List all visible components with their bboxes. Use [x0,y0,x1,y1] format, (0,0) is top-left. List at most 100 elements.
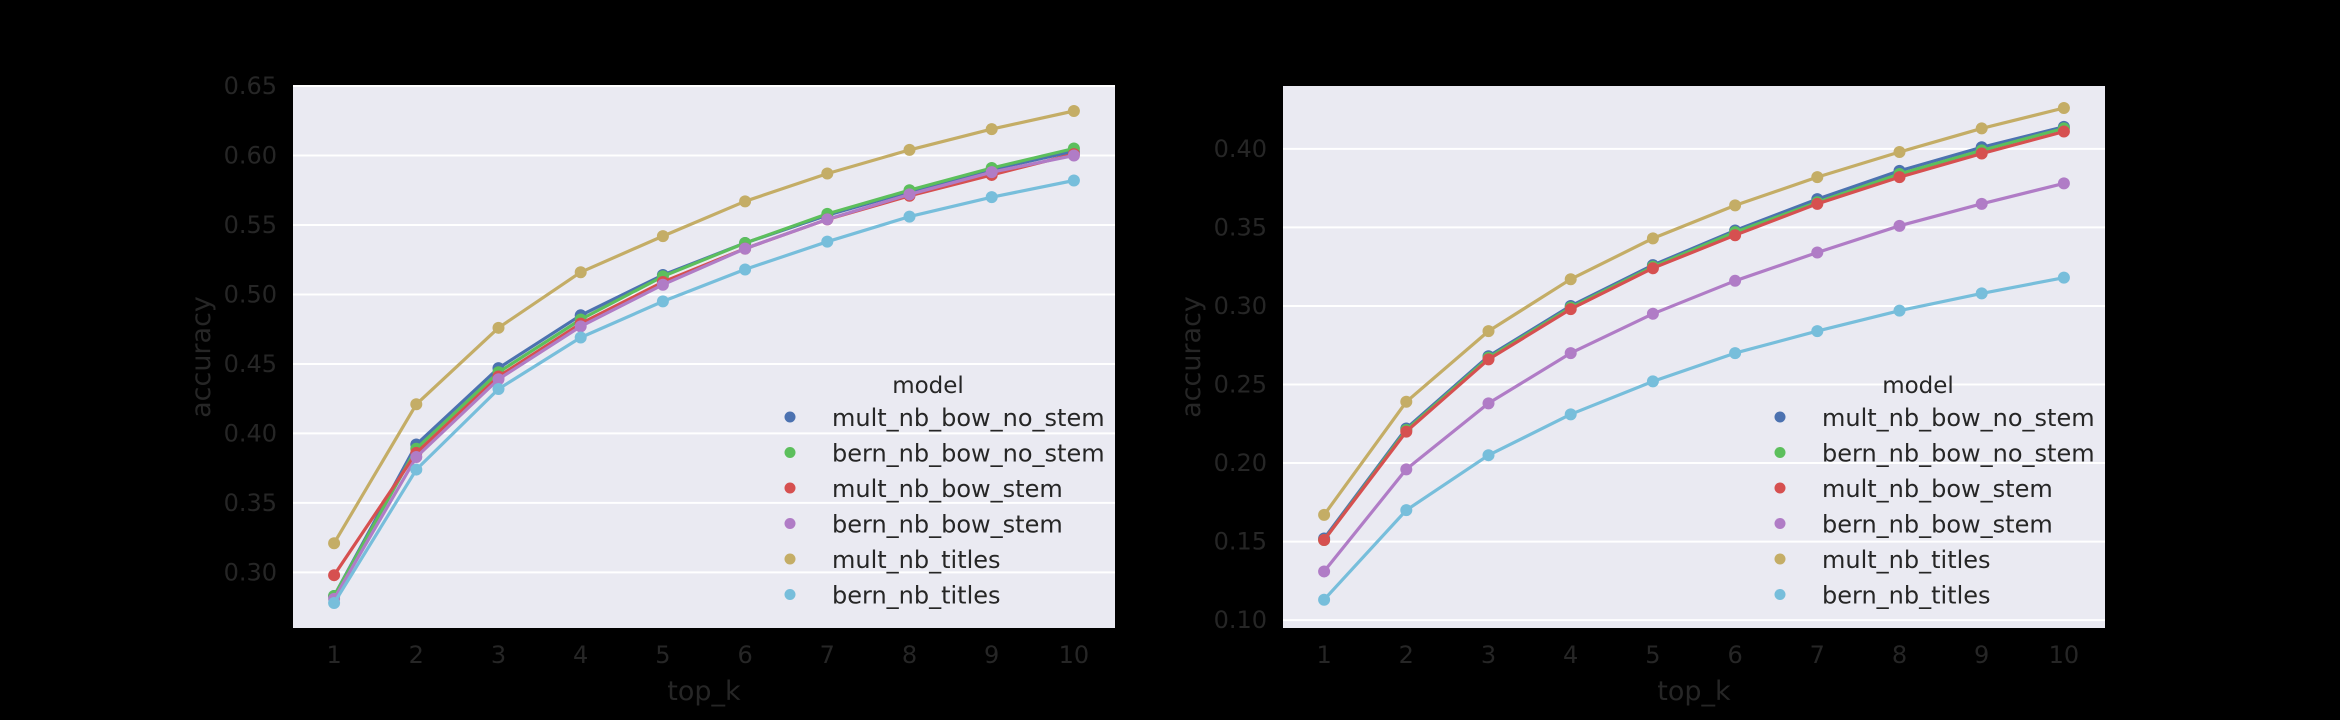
data-point [574,320,587,333]
y-tick-label: 0.15 [1214,528,1267,556]
data-point [656,230,669,243]
data-point [410,463,423,476]
data-point [328,537,341,550]
data-point [1318,565,1331,578]
data-point [1067,105,1080,118]
legend: model mult_nb_bow_no_stem bern_nb_bow_no_s… [784,373,1105,610]
x-tick-label: 7 [820,641,835,669]
x-tick-label: 7 [1810,641,1825,669]
y-tick-label: 0.65 [224,72,277,100]
legend-marker [1774,518,1786,529]
series-mult_nb_bow_stem [1318,125,2070,547]
series-bern_nb_bow_stem [1318,177,2070,578]
legend-marker [784,411,796,423]
data-point [739,195,752,208]
series-line [332,109,1075,545]
legend-label: bern_nb_bow_no_stem [1822,440,2095,468]
y-tick-label: 0.50 [224,280,277,308]
legend-label: mult_nb_bow_stem [832,475,1063,503]
data-point [1400,463,1413,476]
data-point [328,569,341,582]
y-tick-label: 0.30 [224,558,277,586]
data-point [1975,197,1988,210]
data-point [492,321,505,334]
data-point [1564,273,1577,286]
data-point [1564,303,1577,316]
legend-label: mult_nb_bow_no_stem [1822,404,2095,432]
data-point [1482,325,1495,338]
data-point [903,188,916,201]
data-point [328,596,341,609]
series-mult_nb_titles [1318,101,2070,521]
y-tick-label: 0.30 [1214,292,1267,320]
series-line [332,146,1075,597]
data-point [410,398,423,411]
chart-panel-1: 0.30 0.35 0.40 0.45 0.50 0.55 0.60 0.65 1 2 3 4 5 6 7 8… [186,72,1115,707]
y-tick-label: 0.40 [1214,135,1267,163]
data-point [1811,246,1824,259]
data-point [1482,353,1495,366]
data-point [1318,508,1331,521]
x-tick-label: 5 [1645,641,1660,669]
x-tick-label: 4 [1563,641,1578,669]
legend-label: bern_nb_bow_stem [832,511,1063,539]
y-tick-label: 0.45 [224,350,277,378]
data-point [1729,347,1742,360]
data-point [903,143,916,156]
data-point [1811,325,1824,338]
y-tick-label: 0.60 [224,141,277,169]
legend-marker [784,482,796,494]
data-point [1482,397,1495,410]
legend-marker [784,518,796,529]
legend-label: mult_nb_titles [832,546,1001,574]
x-tick-label: 5 [655,641,670,669]
legend-label: mult_nb_bow_no_stem [832,404,1105,432]
data-point [1975,147,1988,160]
data-point [1067,174,1080,187]
data-point [1975,122,1988,135]
legend-marker [1774,411,1786,423]
data-point [410,451,423,464]
legend-title: model [1882,373,1954,399]
data-point [656,278,669,291]
data-point [492,382,505,395]
x-tick-label: 3 [491,641,506,669]
series-mult_nb_titles [328,105,1080,550]
data-point [2057,125,2070,138]
x-tick-label: 8 [902,641,917,669]
legend-label: bern_nb_titles [832,582,1001,610]
legend-marker [1774,482,1786,494]
x-tick-label: 1 [326,641,341,669]
data-point [1067,149,1080,162]
legend-label: bern_nb_bow_no_stem [832,440,1105,468]
x-tick-label: 6 [1727,641,1742,669]
x-axis-title: top_k [667,676,741,707]
data-point [1646,262,1659,275]
y-tick-label: 0.40 [224,419,277,447]
data-point [1811,171,1824,184]
data-point [1729,274,1742,287]
series-line [1322,276,2065,601]
chart-panel-2: 0.10 0.15 0.20 0.25 0.30 0.35 0.40 1 2 3 4 5 6 7 8 9 10 t… [1176,86,2105,707]
data-point [1893,145,1906,158]
x-tick-label: 8 [1892,641,1907,669]
data-point [574,266,587,279]
data-point [985,166,998,179]
data-point [1482,449,1495,462]
legend: model mult_nb_bow_no_stem bern_nb_bow_no_s… [1774,373,2095,610]
data-point [1400,395,1413,408]
data-point [1564,408,1577,421]
data-point [1564,347,1577,360]
data-point [1646,307,1659,320]
data-point [739,242,752,255]
data-point [492,373,505,386]
y-tick-label: 0.35 [224,489,277,517]
data-point [1893,304,1906,317]
legend-marker [1774,447,1786,458]
data-point [1646,232,1659,245]
y-axis-title: accuracy [1176,296,1207,418]
data-point [1893,219,1906,232]
data-point [1400,504,1413,517]
x-tick-label: 9 [1974,641,1989,669]
y-axis-title: accuracy [186,296,217,418]
